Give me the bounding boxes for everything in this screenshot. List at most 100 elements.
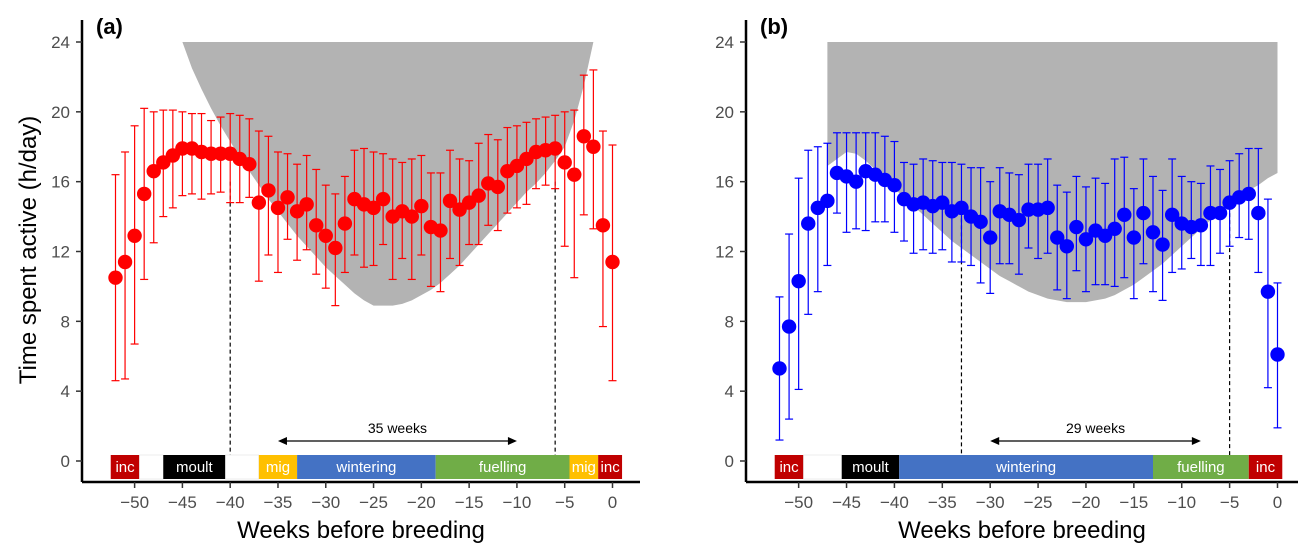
phase-segment xyxy=(258,455,298,479)
x-tick-label: −45 xyxy=(168,493,197,512)
phase-label: inc xyxy=(1256,459,1276,476)
x-tick-label: −5 xyxy=(555,493,574,512)
x-tick-label: −10 xyxy=(503,493,532,512)
data-point xyxy=(557,155,572,170)
phase-segment xyxy=(110,455,140,479)
interval-label: 35 weeks xyxy=(368,420,427,436)
phase-segment xyxy=(803,454,843,480)
x-tick-label: −5 xyxy=(1220,493,1239,512)
data-point xyxy=(605,254,620,270)
interval-arrow-head-left xyxy=(990,437,1000,445)
data-point xyxy=(108,270,123,285)
phase-label: inc xyxy=(779,459,799,476)
data-point xyxy=(366,200,381,216)
data-point xyxy=(1069,219,1084,235)
phase-segment xyxy=(774,455,804,479)
data-point xyxy=(146,163,161,179)
data-point xyxy=(1260,284,1276,299)
y-tick-label: 16 xyxy=(715,173,734,192)
phase-segment xyxy=(841,455,900,479)
data-point xyxy=(375,191,391,207)
data-point xyxy=(791,273,806,289)
interval-arrow-head-right xyxy=(507,437,517,445)
x-tick-label: −15 xyxy=(455,493,484,512)
data-point xyxy=(1040,200,1055,216)
data-point xyxy=(414,198,429,214)
data-point xyxy=(1251,205,1266,221)
data-point xyxy=(471,188,486,203)
data-point xyxy=(1059,239,1075,254)
data-point xyxy=(404,209,419,224)
data-point xyxy=(547,141,563,156)
data-point xyxy=(1011,212,1027,228)
data-point xyxy=(270,200,286,216)
phase-label: moult xyxy=(852,459,890,476)
x-tick-label: 0 xyxy=(608,493,617,512)
data-point xyxy=(433,223,448,238)
x-tick-label: −40 xyxy=(216,493,245,512)
data-point xyxy=(1145,225,1161,240)
data-point xyxy=(1270,347,1285,362)
y-tick-label: 0 xyxy=(725,452,734,471)
phase-label: wintering xyxy=(995,459,1056,476)
x-tick-label: −30 xyxy=(976,493,1005,512)
data-point xyxy=(954,200,969,216)
x-tick-label: −10 xyxy=(1167,493,1196,512)
x-tick-label: −15 xyxy=(1119,493,1148,512)
phase-segment xyxy=(297,455,436,479)
phase-segment xyxy=(1248,455,1283,479)
data-point xyxy=(595,218,611,233)
data-point xyxy=(576,129,592,144)
data-point xyxy=(1107,221,1122,237)
shaded-region xyxy=(182,42,594,306)
phase-label: moult xyxy=(176,459,214,476)
data-point xyxy=(1050,230,1065,245)
data-point xyxy=(887,177,902,193)
data-point xyxy=(280,190,295,205)
phase-segment xyxy=(225,454,260,480)
x-tick-label: −50 xyxy=(784,493,813,512)
y-tick-label: 20 xyxy=(51,103,70,122)
data-point xyxy=(567,167,582,182)
data-point xyxy=(820,193,835,209)
data-point xyxy=(337,216,353,231)
y-tick-label: 8 xyxy=(725,312,734,331)
x-axis-title: Weeks before breeding xyxy=(898,517,1146,544)
phase-label: mig xyxy=(266,459,290,476)
data-point xyxy=(781,319,797,334)
phase-segment xyxy=(139,454,164,480)
x-axis-title: Weeks before breeding xyxy=(237,517,485,544)
data-point xyxy=(299,197,314,212)
phase-segment xyxy=(435,455,570,479)
data-point xyxy=(1241,186,1256,202)
data-point xyxy=(309,218,324,233)
y-tick-label: 4 xyxy=(61,382,70,401)
y-tick-label: 8 xyxy=(61,312,70,331)
x-tick-label: −35 xyxy=(264,493,293,512)
phase-segment xyxy=(163,455,226,479)
phase-label: fuelling xyxy=(1177,459,1225,476)
phase-segment xyxy=(569,455,599,479)
data-point xyxy=(328,240,343,256)
phase-label: fuelling xyxy=(479,459,527,476)
phase-segment xyxy=(899,455,1153,479)
data-point xyxy=(1136,205,1151,221)
data-point xyxy=(772,361,787,376)
x-tick-label: −45 xyxy=(832,493,861,512)
y-tick-label: 12 xyxy=(51,243,70,262)
x-tick-label: −35 xyxy=(928,493,957,512)
panel-label: (a) xyxy=(96,14,123,39)
panel-label: (b) xyxy=(760,14,788,39)
data-point xyxy=(973,214,988,230)
data-point xyxy=(490,179,506,195)
phase-label: wintering xyxy=(335,459,396,476)
data-point xyxy=(251,195,267,210)
interval-arrow-head-left xyxy=(277,437,287,445)
x-tick-label: −30 xyxy=(311,493,340,512)
data-point xyxy=(1078,232,1094,247)
data-point xyxy=(1126,230,1142,245)
data-point xyxy=(442,193,458,209)
